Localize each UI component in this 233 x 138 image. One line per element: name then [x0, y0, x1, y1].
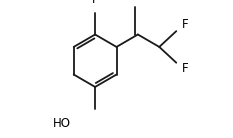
- Text: O: O: [133, 0, 143, 3]
- Text: F: F: [182, 63, 189, 75]
- Text: HO: HO: [53, 117, 71, 130]
- Text: F: F: [182, 18, 189, 31]
- Text: F: F: [92, 0, 98, 6]
